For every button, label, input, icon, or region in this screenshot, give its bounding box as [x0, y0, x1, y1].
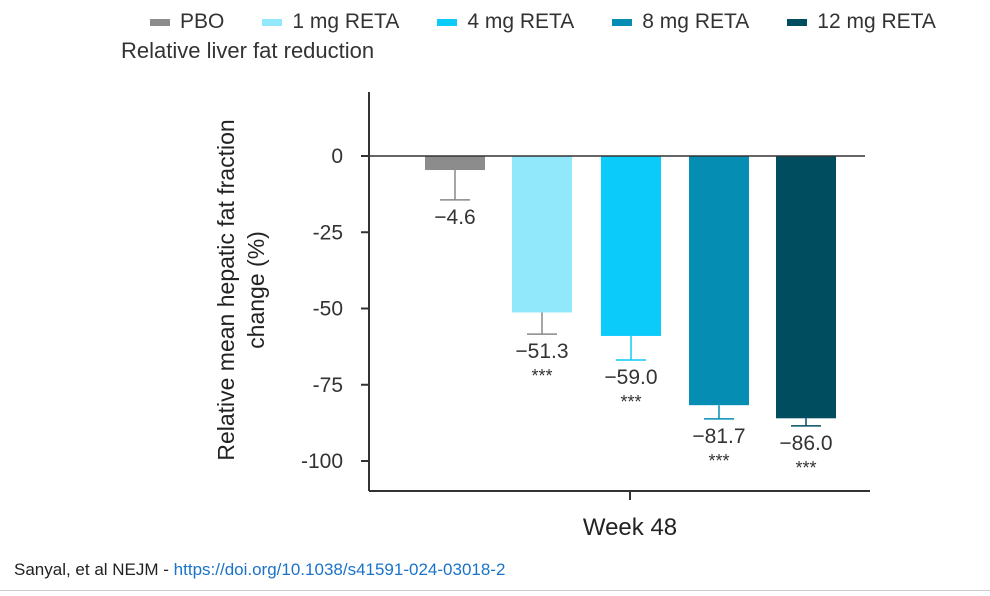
data-label: −81.7	[692, 425, 745, 448]
data-label: −86.0	[779, 432, 832, 455]
legend-label: 4 mg RETA	[467, 10, 575, 33]
data-label: −4.6	[434, 206, 475, 229]
divider	[0, 590, 990, 591]
y-tick-label: -25	[313, 221, 343, 244]
legend-label: PBO	[180, 10, 225, 33]
legend-swatch	[262, 18, 283, 26]
legend-swatch	[612, 18, 633, 26]
y-tick-label: 0	[331, 145, 343, 168]
bar	[512, 156, 572, 313]
legend-swatch	[787, 18, 808, 26]
y-tick-label: -100	[301, 450, 343, 473]
significance-label: ***	[795, 458, 816, 478]
y-axis-label: Relative mean hepatic fat fraction change…	[213, 119, 269, 460]
citation: Sanyal, et al NEJM -	[14, 560, 174, 579]
doi-link[interactable]: https://doi.org/10.1038/s41591-024-03018…	[173, 560, 506, 579]
legend: PBO 1 mg RETA 4 mg RETA 8 mg RETA 12 mg RETA	[150, 10, 974, 34]
legend-item: 8 mg RETA	[612, 10, 749, 34]
significance-label: ***	[620, 392, 641, 412]
y-tick-label: -75	[313, 374, 343, 397]
legend-label: 1 mg RETA	[292, 10, 400, 33]
legend-item: 12 mg RETA	[787, 10, 936, 34]
legend-swatch	[437, 18, 458, 26]
significance-label: ***	[708, 451, 729, 471]
legend-item: 1 mg RETA	[262, 10, 399, 34]
legend-label: 12 mg RETA	[817, 10, 936, 33]
bar	[425, 156, 485, 171]
legend-swatch	[150, 18, 170, 26]
footer: Sanyal, et al NEJM - https://doi.org/10.…	[14, 560, 505, 580]
y-tick-label: -50	[313, 298, 343, 321]
legend-item: 4 mg RETA	[437, 10, 574, 34]
significance-label: ***	[531, 366, 552, 386]
data-label: −59.0	[604, 366, 657, 389]
x-axis-label: Week 48	[583, 514, 677, 541]
bar	[776, 156, 836, 419]
bar	[601, 156, 661, 336]
legend-item: PBO	[150, 10, 224, 34]
chart-title: Relative liver fat reduction	[121, 38, 375, 63]
bar-chart: 0 -25 -50 -75 -100 Relative mean hepatic fat …	[213, 92, 870, 541]
data-label: −51.3	[515, 340, 568, 363]
bar	[689, 156, 749, 406]
legend-label: 8 mg RETA	[642, 10, 750, 33]
